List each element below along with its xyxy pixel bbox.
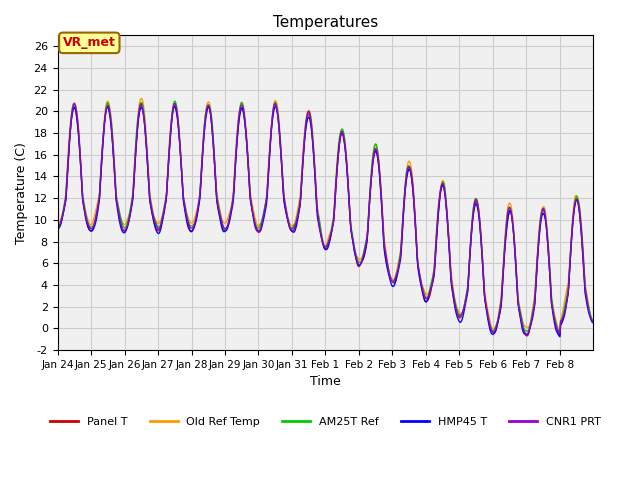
AM25T Ref bbox=[381, 249, 389, 255]
AM25T Ref bbox=[243, 132, 250, 138]
CNR1 PRT bbox=[381, 248, 389, 254]
Old Ref Temp bbox=[589, 319, 597, 325]
Old Ref Temp bbox=[243, 128, 250, 134]
Line: Panel T: Panel T bbox=[58, 104, 593, 336]
Panel T bbox=[54, 227, 61, 232]
Line: HMP45 T: HMP45 T bbox=[58, 107, 593, 337]
CNR1 PRT bbox=[116, 218, 124, 224]
CNR1 PRT bbox=[412, 219, 419, 225]
HMP45 T bbox=[262, 202, 270, 207]
HMP45 T bbox=[116, 223, 124, 228]
Old Ref Temp bbox=[116, 214, 124, 220]
Panel T bbox=[116, 218, 124, 224]
Line: AM25T Ref: AM25T Ref bbox=[58, 101, 593, 333]
Panel T bbox=[524, 333, 531, 339]
AM25T Ref bbox=[589, 318, 597, 324]
CNR1 PRT bbox=[524, 331, 531, 337]
AM25T Ref bbox=[116, 214, 124, 219]
Old Ref Temp bbox=[216, 205, 223, 211]
Old Ref Temp bbox=[138, 96, 145, 101]
AM25T Ref bbox=[54, 227, 61, 232]
CNR1 PRT bbox=[243, 132, 250, 137]
HMP45 T bbox=[381, 254, 389, 260]
Panel T bbox=[262, 201, 269, 207]
CNR1 PRT bbox=[216, 210, 223, 216]
AM25T Ref bbox=[216, 208, 223, 214]
Line: CNR1 PRT: CNR1 PRT bbox=[58, 103, 593, 334]
Title: Temperatures: Temperatures bbox=[273, 15, 378, 30]
X-axis label: Time: Time bbox=[310, 375, 341, 388]
AM25T Ref bbox=[412, 217, 419, 223]
Line: Old Ref Temp: Old Ref Temp bbox=[58, 98, 593, 333]
Panel T bbox=[272, 101, 280, 107]
Old Ref Temp bbox=[556, 330, 564, 336]
HMP45 T bbox=[556, 334, 564, 340]
Legend: Panel T, Old Ref Temp, AM25T Ref, HMP45 T, CNR1 PRT: Panel T, Old Ref Temp, AM25T Ref, HMP45 … bbox=[46, 412, 605, 431]
Text: VR_met: VR_met bbox=[63, 36, 116, 49]
CNR1 PRT bbox=[171, 100, 179, 106]
CNR1 PRT bbox=[54, 225, 61, 230]
AM25T Ref bbox=[171, 98, 179, 104]
Panel T bbox=[215, 209, 223, 215]
Panel T bbox=[381, 252, 389, 257]
Old Ref Temp bbox=[54, 221, 61, 227]
Old Ref Temp bbox=[262, 194, 270, 200]
HMP45 T bbox=[54, 223, 61, 229]
Panel T bbox=[589, 318, 597, 324]
Old Ref Temp bbox=[381, 243, 389, 249]
Panel T bbox=[242, 125, 250, 131]
Panel T bbox=[412, 221, 419, 227]
AM25T Ref bbox=[262, 195, 270, 201]
HMP45 T bbox=[216, 214, 223, 220]
AM25T Ref bbox=[556, 330, 564, 336]
Old Ref Temp bbox=[412, 215, 419, 221]
HMP45 T bbox=[243, 133, 250, 139]
CNR1 PRT bbox=[589, 319, 597, 325]
CNR1 PRT bbox=[262, 196, 270, 202]
HMP45 T bbox=[412, 220, 419, 226]
Y-axis label: Temperature (C): Temperature (C) bbox=[15, 142, 28, 244]
HMP45 T bbox=[205, 104, 212, 109]
HMP45 T bbox=[589, 320, 597, 326]
